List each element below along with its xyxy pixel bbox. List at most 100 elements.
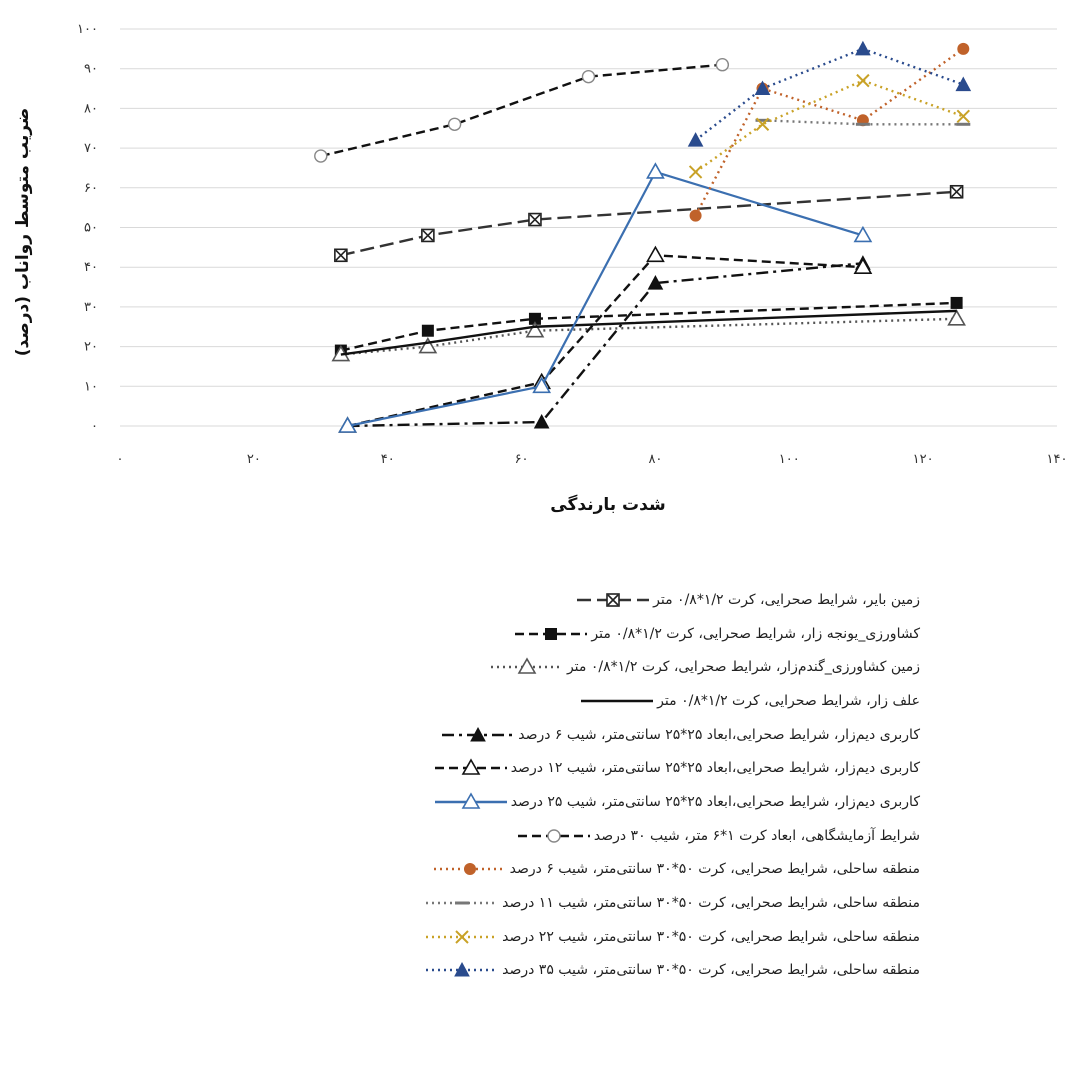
y-tick-label: ۵۰ <box>84 221 98 236</box>
y-tick-label: ۷۰ <box>84 141 98 156</box>
data-point <box>533 413 550 429</box>
data-point <box>646 245 665 263</box>
data-point <box>338 416 357 433</box>
series-line <box>340 301 957 352</box>
legend-marker <box>461 792 481 809</box>
legend-swatch <box>433 863 506 876</box>
series-line <box>694 79 964 173</box>
legend-swatch <box>426 962 499 977</box>
y-tick-label: ۴۰ <box>84 260 98 275</box>
x-tick-label: ۱۴۰ <box>1047 452 1068 467</box>
runoff-line-chart: ۰ ۱۰ ۲۰ ۳۰ ۴۰ ۵۰ ۶۰ ۷۰ ۸۰ ۹۰ ۱۰۰ ۰ ۲۰ ۴۰ ۶۰ ۸۰ ۱۰۰ ۱۲۰ ۱۴… <box>13 22 1068 515</box>
legend-item: زمین کشاورزی_گندم‌زار، شرایط صحرایی، کرت… <box>200 650 920 684</box>
legend-swatch <box>434 758 507 776</box>
series-7 <box>338 162 873 433</box>
x-tick-label: ۲۰ <box>247 452 261 467</box>
series-3 <box>331 309 966 362</box>
data-point <box>715 58 730 72</box>
data-point <box>418 336 438 354</box>
legend-marker <box>461 758 481 776</box>
series-12 <box>687 40 972 147</box>
legend-swatch <box>515 627 588 640</box>
data-point <box>955 76 972 92</box>
legend-label: منطقه ساحلی، شرایط صحرایی، کرت ۵۰*۳۰ سان… <box>502 962 920 979</box>
data-point <box>447 117 462 131</box>
legend-label: منطقه ساحلی، شرایط صحرایی، کرت ۵۰*۳۰ سان… <box>509 861 920 878</box>
legend-item: منطقه ساحلی، شرایط صحرایی، کرت ۵۰*۳۰ سان… <box>200 954 920 988</box>
legend-marker <box>547 828 561 843</box>
series-1 <box>334 184 964 263</box>
data-point <box>528 312 541 325</box>
y-tick-label: ۹۰ <box>84 62 98 77</box>
x-tick-label: ۸۰ <box>648 452 662 467</box>
series-layer <box>314 40 972 433</box>
series-6 <box>338 245 873 433</box>
data-point <box>947 309 966 326</box>
legend-marker <box>463 863 476 876</box>
y-tick-label: ۶۰ <box>84 181 98 196</box>
x-tick-label: ۱۰۰ <box>779 452 800 467</box>
data-point <box>528 212 542 227</box>
y-tick-label: ۲۰ <box>84 340 98 355</box>
legend-swatch <box>426 901 499 905</box>
legend-swatch <box>490 657 563 675</box>
data-point <box>687 132 704 147</box>
data-point <box>421 228 435 243</box>
gridlines <box>120 28 1057 427</box>
x-tick-label: ۶۰ <box>515 452 529 467</box>
data-point <box>646 162 665 179</box>
series-11 <box>688 73 971 179</box>
legend-item: علف زار، شرایط صحرایی، کرت ۱/۲*۰/۸ متر <box>200 684 920 718</box>
legend-marker <box>454 962 470 977</box>
legend-marker <box>470 726 487 742</box>
series-2 <box>334 296 963 357</box>
y-tick-label: ۸۰ <box>84 101 98 116</box>
legend-marker <box>517 657 537 675</box>
series-line <box>694 47 964 142</box>
data-point <box>421 324 434 337</box>
data-point <box>853 257 873 274</box>
legend-item: کاربری دیم‌زار، شرایط صحرایی،ابعاد ۲۵*۲۵… <box>200 718 920 752</box>
legend-item: کشاورزی_یونجه زار، شرایط صحرایی، کرت ۱/۲… <box>200 617 920 651</box>
x-tick-label: ۰ <box>117 452 124 467</box>
series-8 <box>314 58 730 163</box>
data-point <box>855 40 871 56</box>
legend-item: کاربری دیم‌زار، شرایط صحرایی،ابعاد ۲۵*۲۵… <box>200 751 920 785</box>
legend-item: منطقه ساحلی، شرایط صحرایی، کرت ۵۰*۳۰ سان… <box>200 920 920 954</box>
legend-swatch <box>577 593 650 607</box>
legend-swatch <box>434 792 507 809</box>
series-4 <box>340 309 957 356</box>
data-point <box>334 248 348 263</box>
series-line <box>347 262 864 428</box>
legend-label: منطقه ساحلی، شرایط صحرایی، کرت ۵۰*۳۰ سان… <box>502 928 920 945</box>
data-point <box>647 275 664 290</box>
y-tick-label: ۱۰۰ <box>77 22 98 37</box>
y-tick-label: ۳۰ <box>84 300 98 315</box>
legend-label: کاربری دیم‌زار، شرایط صحرایی،ابعاد ۲۵*۲۵… <box>510 760 920 777</box>
legend-label: منطقه ساحلی، شرایط صحرایی، کرت ۵۰*۳۰ سان… <box>502 895 920 912</box>
data-point <box>949 184 964 199</box>
data-point <box>581 69 596 84</box>
series-line <box>340 309 957 356</box>
legend-label: زمین کشاورزی_گندم‌زار، شرایط صحرایی، کرت… <box>566 659 920 676</box>
series-line <box>320 63 723 158</box>
data-point <box>689 209 702 222</box>
x-axis-ticks: ۰ ۲۰ ۴۰ ۶۰ ۸۰ ۱۰۰ ۱۲۰ ۱۴۰ <box>117 452 1068 467</box>
data-point <box>755 117 770 131</box>
y-tick-label: ۰ <box>91 419 98 434</box>
legend-label: علف زار، شرایط صحرایی، کرت ۱/۲*۰/۸ متر <box>657 692 920 709</box>
legend-swatch <box>581 699 654 703</box>
legend-label: کشاورزی_یونجه زار، شرایط صحرایی، کرت ۱/۲… <box>591 625 920 642</box>
legend-label: زمین بایر، شرایط صحرایی، کرت ۱/۲*۰/۸ متر <box>653 591 920 608</box>
legend-marker <box>606 593 620 607</box>
legend-item: شرایط آزمایشگاهی، ابعاد کرت ۱*۶ متر، شیب… <box>200 819 920 853</box>
data-point <box>957 42 970 55</box>
x-tick-label: ۱۲۰ <box>913 452 934 467</box>
x-tick-label: ۴۰ <box>381 452 395 467</box>
data-point <box>525 321 545 338</box>
data-point <box>853 225 873 243</box>
series-line <box>340 317 957 356</box>
legend-item: زمین بایر، شرایط صحرایی، کرت ۱/۲*۰/۸ متر <box>200 583 920 617</box>
legend-item: منطقه ساحلی، شرایط صحرایی، کرت ۵۰*۳۰ سان… <box>200 853 920 887</box>
x-axis-title: شدت بارندگی <box>550 494 665 515</box>
